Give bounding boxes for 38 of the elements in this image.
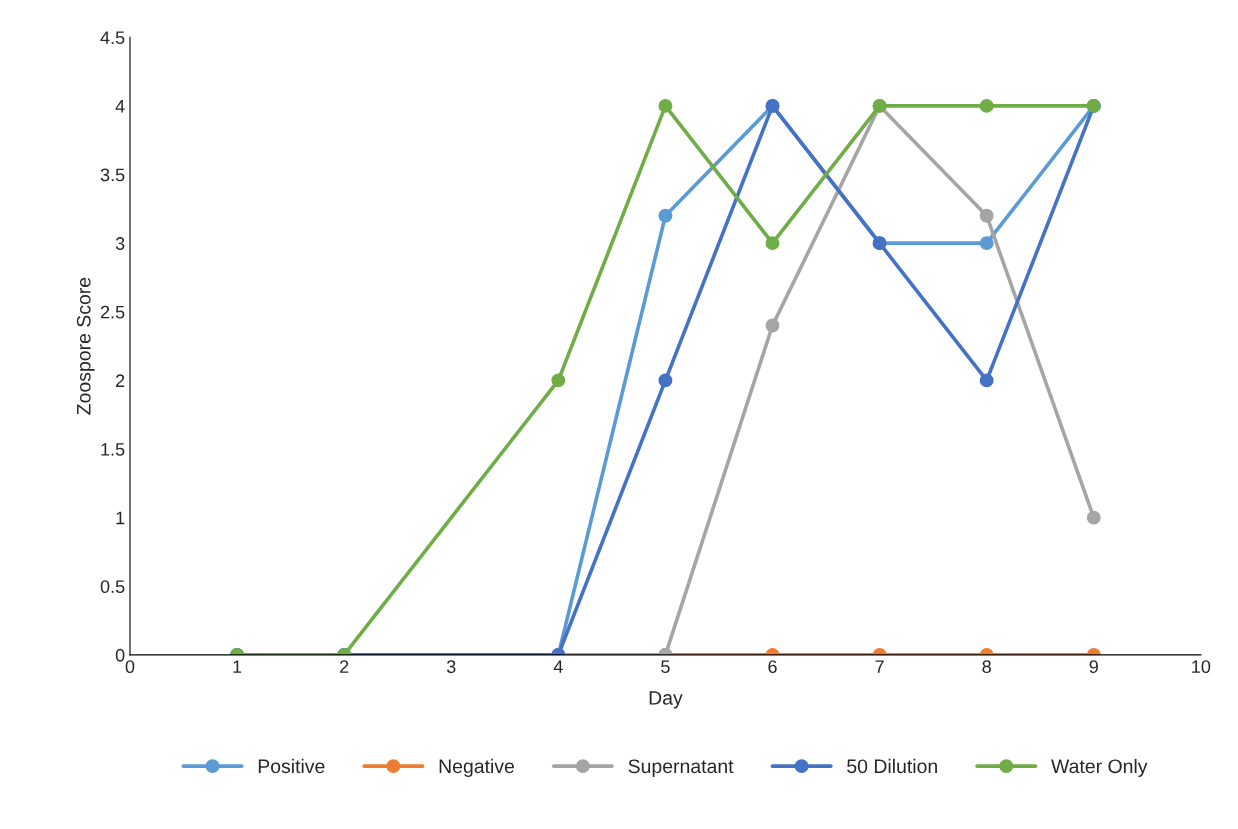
y-axis-title: Zoospore Score — [76, 277, 95, 415]
point — [979, 373, 994, 388]
y-tick-label: 0 — [115, 648, 125, 662]
y-tick-label: 1.5 — [101, 443, 125, 456]
point — [765, 236, 780, 251]
point — [765, 318, 780, 333]
legend-label: 50 Dilution — [847, 758, 937, 774]
y-tick-label: 1 — [116, 511, 125, 525]
x-tick-label: 1 — [233, 660, 242, 673]
legend-label: Negative — [439, 758, 514, 777]
y-tick-label: 2.5 — [100, 305, 125, 319]
x-tick-label: 7 — [875, 660, 884, 673]
y-tick-label: 4 — [115, 100, 125, 113]
y-tick-label: 0.5 — [100, 580, 125, 594]
x-tick-label: 2 — [340, 660, 349, 673]
legend-label: Water Only — [1051, 758, 1148, 777]
point — [658, 208, 673, 223]
legend-label: Supernatant — [628, 759, 734, 777]
point — [658, 98, 673, 113]
y-tick-label: 3.5 — [100, 168, 125, 182]
x-tick-label: 4 — [553, 660, 563, 673]
x-tick-label: 9 — [1089, 660, 1098, 674]
point — [979, 236, 994, 251]
x-tick-label: 5 — [661, 660, 670, 674]
point — [979, 98, 994, 113]
x-tick-label: 3 — [446, 660, 456, 674]
point — [658, 373, 673, 388]
y-tick-label: 3 — [115, 237, 125, 250]
x-axis-title: Day — [649, 691, 683, 709]
y-tick-label: 4.5 — [100, 31, 125, 45]
x-tick-label: 10 — [1192, 660, 1211, 674]
x-tick-label: 8 — [982, 660, 991, 674]
legend-label: Positive — [258, 758, 325, 774]
y-tick-label: 2 — [116, 374, 125, 387]
x-tick-label: 0 — [125, 660, 135, 674]
x-tick-label: 6 — [768, 660, 777, 674]
point — [551, 373, 566, 388]
point — [979, 208, 994, 223]
